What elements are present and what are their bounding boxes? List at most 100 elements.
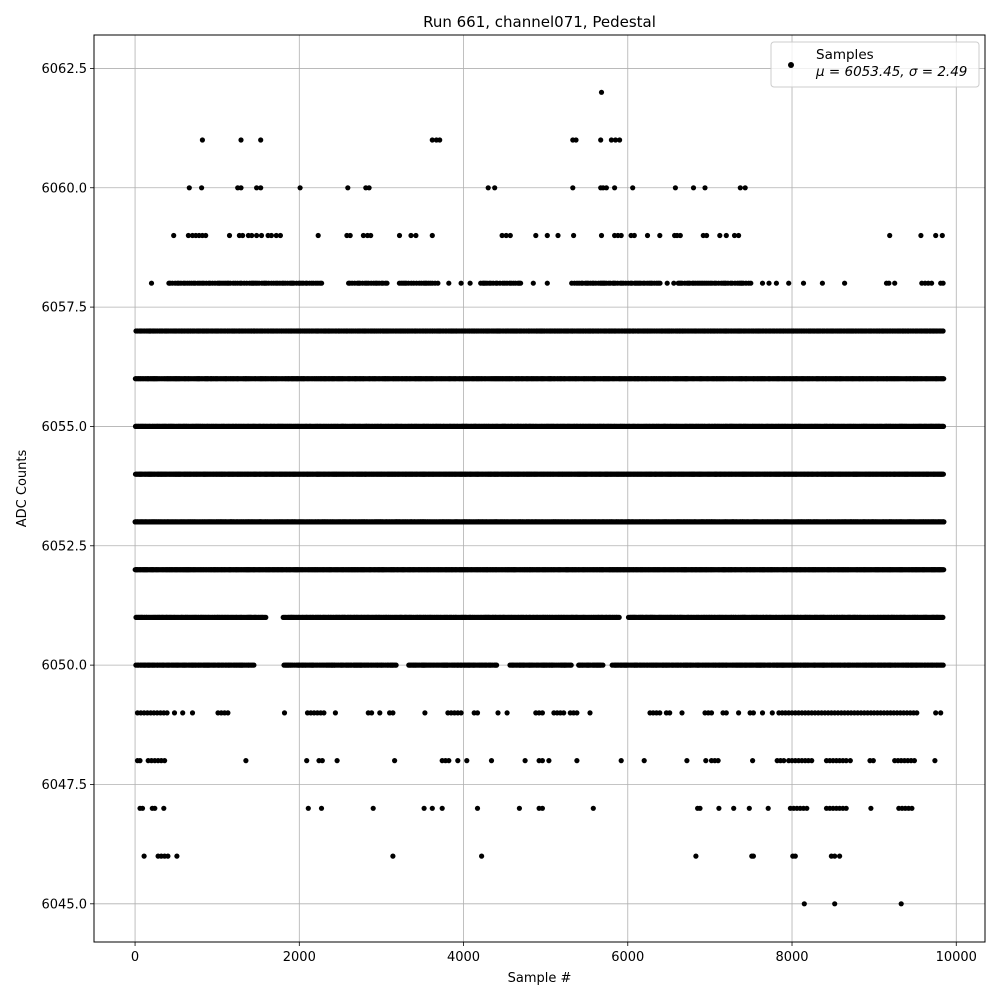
sample-point bbox=[446, 758, 452, 764]
sample-point bbox=[370, 805, 376, 811]
sample-point bbox=[708, 710, 715, 716]
sample-point bbox=[393, 662, 399, 668]
sample-point bbox=[422, 710, 428, 716]
sample-point bbox=[429, 805, 435, 811]
sample-point bbox=[377, 710, 383, 716]
sample-point bbox=[843, 758, 849, 764]
sample-point bbox=[933, 710, 939, 716]
sample-point bbox=[251, 662, 257, 668]
sample-point bbox=[684, 758, 690, 764]
sample-point bbox=[657, 710, 663, 716]
sample-point bbox=[600, 662, 606, 668]
sample-point bbox=[941, 519, 947, 525]
sample-point bbox=[390, 710, 396, 716]
sample-point bbox=[909, 805, 915, 811]
sample-point bbox=[736, 710, 742, 716]
sample-point bbox=[495, 710, 501, 716]
sample-point bbox=[319, 758, 325, 764]
sample-point bbox=[516, 805, 523, 811]
sample-point bbox=[539, 758, 546, 764]
sample-point bbox=[164, 710, 170, 716]
sample-point bbox=[455, 758, 461, 764]
sample-point bbox=[474, 710, 481, 716]
sample-point bbox=[769, 710, 775, 716]
sample-point bbox=[479, 853, 485, 859]
sample-point bbox=[574, 758, 580, 764]
sample-point bbox=[494, 662, 500, 668]
sample-point bbox=[911, 758, 918, 764]
sample-point bbox=[174, 853, 180, 859]
sample-point bbox=[390, 853, 396, 859]
sample-point bbox=[464, 758, 470, 764]
sample-point bbox=[458, 710, 464, 716]
sample-point bbox=[180, 710, 186, 716]
sample-point bbox=[750, 758, 756, 764]
sample-point bbox=[334, 758, 340, 764]
sample-point bbox=[715, 758, 721, 764]
sample-point bbox=[141, 853, 147, 859]
sample-point bbox=[568, 662, 574, 668]
sample-point bbox=[914, 710, 920, 716]
sample-point bbox=[152, 805, 158, 811]
sample-point bbox=[574, 710, 580, 716]
data-points bbox=[132, 89, 947, 907]
sample-point bbox=[488, 758, 495, 764]
sample-point bbox=[792, 853, 798, 859]
sample-point bbox=[587, 710, 593, 716]
sample-point bbox=[781, 758, 787, 764]
sample-point bbox=[750, 710, 757, 716]
sample-point bbox=[171, 710, 178, 716]
sample-point bbox=[765, 805, 771, 811]
sample-point bbox=[369, 710, 375, 716]
sample-point bbox=[504, 710, 510, 716]
sample-point bbox=[332, 710, 338, 716]
sample-point bbox=[161, 805, 167, 811]
sample-point bbox=[940, 614, 946, 621]
sample-point bbox=[843, 805, 849, 811]
sample-point bbox=[189, 710, 196, 716]
sample-point bbox=[847, 758, 853, 764]
sample-point bbox=[641, 758, 647, 764]
sample-point bbox=[750, 853, 757, 859]
sample-point bbox=[539, 805, 546, 811]
sample-point bbox=[474, 805, 481, 811]
sample-point bbox=[546, 758, 552, 764]
sample-point bbox=[225, 710, 231, 716]
sample-point bbox=[137, 758, 143, 764]
sample-point bbox=[305, 805, 311, 811]
sample-point bbox=[304, 758, 310, 764]
sample-point bbox=[616, 614, 622, 621]
sample-point bbox=[809, 758, 815, 764]
sample-point bbox=[837, 853, 843, 859]
sample-point bbox=[522, 758, 528, 764]
sample-point bbox=[667, 710, 673, 716]
sample-point bbox=[421, 805, 427, 811]
sample-point bbox=[165, 853, 171, 859]
sample-point bbox=[941, 567, 947, 573]
sample-point bbox=[940, 662, 946, 668]
sample-point bbox=[832, 901, 838, 907]
sample-point bbox=[832, 853, 838, 859]
sample-point bbox=[870, 758, 876, 764]
sample-point bbox=[139, 805, 146, 811]
sample-point bbox=[679, 710, 685, 716]
sample-point bbox=[618, 758, 624, 764]
sample-point bbox=[318, 805, 325, 811]
sample-point bbox=[759, 710, 766, 716]
sample-point bbox=[281, 710, 288, 716]
sample-point bbox=[321, 710, 327, 716]
sample-point bbox=[723, 710, 729, 716]
sample-point bbox=[539, 710, 546, 716]
sample-point bbox=[693, 853, 699, 859]
sample-point bbox=[703, 758, 709, 764]
sample-point bbox=[392, 758, 398, 764]
sample-point bbox=[801, 901, 807, 907]
sample-point bbox=[746, 805, 752, 811]
sample-point bbox=[932, 758, 938, 764]
sample-point bbox=[716, 805, 722, 811]
sample-point bbox=[561, 710, 567, 716]
sample-point bbox=[590, 805, 596, 811]
sample-point bbox=[697, 805, 703, 811]
